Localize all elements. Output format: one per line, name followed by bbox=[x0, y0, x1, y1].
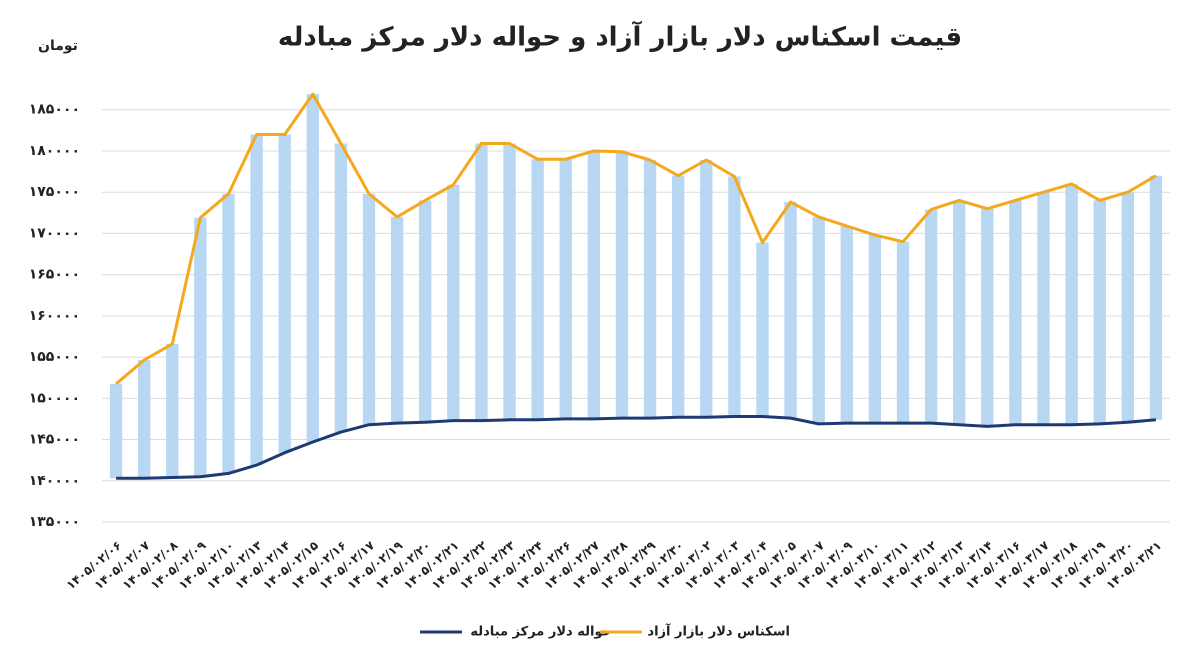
range-bar bbox=[1149, 175, 1163, 420]
y-tick-label: ۱۳۵۰۰۰ bbox=[29, 514, 80, 530]
range-bar bbox=[896, 241, 910, 424]
y-tick-label: ۱۵۵۰۰۰ bbox=[29, 349, 80, 365]
range-bar bbox=[109, 383, 123, 479]
range-bar bbox=[250, 134, 263, 466]
range-bar bbox=[559, 159, 572, 419]
range-bar bbox=[981, 208, 994, 427]
y-tick-label: ۱۵۰۰۰۰ bbox=[29, 390, 80, 406]
range-bar bbox=[447, 184, 460, 421]
y-tick-label: ۱۶۵۰۰۰ bbox=[29, 267, 80, 283]
range-bar bbox=[306, 94, 319, 443]
chart-title: قیمت اسکناس دلار بازار آزاد و حواله دلار… bbox=[278, 21, 962, 53]
range-bar bbox=[868, 235, 882, 424]
range-bar bbox=[278, 134, 291, 453]
range-bar bbox=[503, 143, 516, 420]
range-bar bbox=[137, 359, 151, 479]
range-bar bbox=[700, 160, 713, 418]
range-bar bbox=[1037, 192, 1050, 425]
range-bar bbox=[475, 143, 488, 421]
range-bar bbox=[728, 176, 741, 417]
y-tick-label: ۱۴۰۰۰۰ bbox=[29, 473, 80, 489]
legend-label: اسکناس دلار بازار آزاد bbox=[647, 623, 790, 640]
series-line bbox=[116, 415, 1157, 480]
y-tick-label: ۱۴۵۰۰۰ bbox=[29, 432, 80, 448]
y-tick-label: ۱۸۵۰۰۰ bbox=[29, 102, 80, 118]
range-bar bbox=[671, 175, 685, 418]
range-bar bbox=[615, 151, 629, 419]
range-bar bbox=[587, 150, 601, 419]
range-bar bbox=[334, 143, 348, 433]
range-bar bbox=[166, 343, 179, 478]
y-tick-label: ۱۷۵۰۰۰ bbox=[29, 184, 80, 200]
range-bar bbox=[840, 225, 853, 424]
range-bar bbox=[643, 160, 657, 419]
range-bar bbox=[222, 193, 235, 474]
range-bar bbox=[390, 216, 404, 424]
y-tick-label: ۱۶۰۰۰۰ bbox=[29, 308, 80, 324]
legend-label: حواله دلار مرکز مبادله bbox=[470, 625, 612, 640]
range-bar bbox=[1121, 192, 1135, 423]
y-axis-unit: تومان bbox=[38, 38, 78, 54]
series-line bbox=[115, 92, 1157, 386]
range-bar bbox=[756, 242, 769, 417]
range-bar bbox=[812, 216, 825, 424]
y-tick-label: ۱۷۰۰۰۰ bbox=[29, 225, 80, 241]
range-bar bbox=[362, 193, 376, 425]
range-bar bbox=[1009, 200, 1022, 425]
range-bar bbox=[784, 202, 797, 419]
range-bar bbox=[531, 159, 544, 420]
y-tick-label: ۱۸۰۰۰۰ bbox=[29, 143, 80, 159]
range-bar bbox=[419, 200, 432, 423]
range-bar bbox=[1065, 183, 1078, 425]
range-bar bbox=[194, 217, 207, 477]
range-bar bbox=[924, 209, 938, 424]
range-bar bbox=[1093, 200, 1106, 424]
range-bar bbox=[953, 200, 966, 425]
